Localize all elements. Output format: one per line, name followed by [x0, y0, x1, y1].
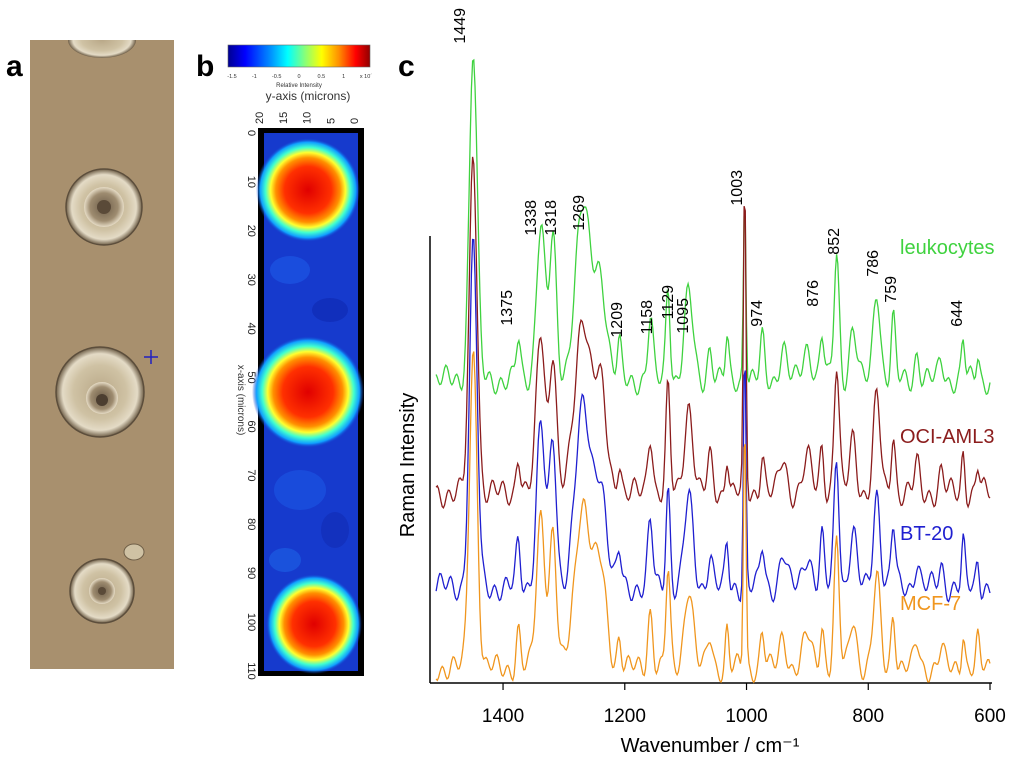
peak-label: 1129 — [660, 285, 677, 320]
series-label: MCF-7 — [900, 593, 961, 615]
colorbar-tick-label: 1 — [342, 74, 345, 80]
cell-1 — [65, 168, 143, 246]
peak-label: 876 — [805, 280, 822, 307]
raman-map-panel: -1.5 -1 -0.5 0 0.5 1 x 10´ Relative Intensity … — [227, 44, 372, 680]
series-label: leukocytes — [900, 237, 995, 259]
x-tick-label: 1000 — [725, 706, 767, 727]
map-x-tick-label: 110 — [245, 662, 257, 680]
map-x-tick-label: 0 — [245, 130, 257, 136]
map-image — [252, 133, 364, 674]
map-y-tick-label: 10 — [302, 112, 314, 124]
y-axis-label: Raman Intensity — [397, 393, 419, 538]
map-x-tick-label: 90 — [245, 567, 257, 579]
spectrum-line-2 — [435, 238, 991, 603]
x-tick-label: 1400 — [482, 706, 524, 727]
x-tick-label: 800 — [852, 706, 884, 727]
series-label: OCI-AML3 — [900, 426, 994, 448]
map-x-tick-label: 100 — [245, 613, 257, 631]
peak-label: 1003 — [729, 170, 746, 206]
panel-label-c: c — [398, 50, 415, 83]
hotspot-3 — [266, 574, 362, 674]
map-y-axis-label: y-axis (microns) — [266, 89, 351, 103]
map-x-tick-label: 60 — [245, 420, 257, 432]
peak-label: 786 — [865, 250, 882, 277]
peak-label: 1318 — [543, 200, 560, 236]
map-x-tick-label: 70 — [245, 469, 257, 481]
panel-label-b: b — [196, 50, 215, 83]
peak-label: 1338 — [523, 200, 540, 236]
map-x-tick-label: 80 — [245, 518, 257, 530]
peak-label: 759 — [883, 276, 900, 303]
peak-label: 1209 — [609, 302, 626, 338]
peak-label: 974 — [749, 300, 766, 327]
cell-3 — [69, 543, 145, 624]
colorbar-tick-label: -1.5 — [227, 74, 236, 80]
map-y-tick-label: 20 — [254, 112, 266, 124]
x-axis-label: Wavenumber / cm⁻¹ — [621, 735, 800, 757]
hotspot-2 — [252, 336, 364, 448]
map-y-tick-label: 15 — [278, 112, 290, 124]
x-tick-label: 600 — [974, 706, 1006, 727]
peak-label: 1375 — [499, 290, 516, 326]
peak-label: 1095 — [675, 298, 692, 334]
map-y-tick-label: 5 — [325, 118, 337, 124]
raman-spectra-chart: 1400 1200 1000 800 600 1449 1375 1338 1318 1269 1… — [397, 8, 1006, 757]
spectrum-line-0 — [435, 58, 991, 396]
x-tick-label: 1200 — [604, 706, 646, 727]
colorbar: -1.5 -1 -0.5 0 0.5 1 x 10´ Relative Intensity — [227, 44, 372, 89]
hotspot-1 — [256, 138, 360, 242]
map-x-axis-label: x-axis (microns) — [235, 365, 246, 436]
peak-label: 852 — [826, 228, 843, 255]
peak-label: 1158 — [639, 300, 656, 335]
crosshair-marker — [144, 350, 158, 364]
peak-label: 644 — [949, 300, 966, 327]
map-x-tick-label: 40 — [245, 323, 257, 335]
series-label: BT-20 — [900, 523, 953, 545]
colorbar-tick-label: 0.5 — [318, 74, 326, 80]
colorbar-label: Relative Intensity — [276, 83, 322, 89]
map-x-tick-label: 30 — [245, 274, 257, 286]
map-y-tick-label: 0 — [349, 118, 361, 124]
micrograph-panel — [30, 40, 174, 669]
map-x-tick-label: 10 — [245, 176, 257, 188]
colorbar-tick-label: x 10´ — [360, 74, 372, 80]
cell-partial-top — [68, 40, 136, 58]
peak-label: 1449 — [452, 8, 469, 44]
colorbar-tick-label: -0.5 — [272, 74, 281, 80]
colorbar-tick-label: -1 — [252, 74, 257, 80]
spectrum-line-3 — [435, 351, 991, 684]
map-x-tick-label: 20 — [245, 225, 257, 237]
spectrum-line-1 — [435, 156, 991, 510]
peak-label: 1269 — [571, 195, 588, 231]
colorbar-tick-label: 0 — [297, 74, 300, 80]
panel-label-a: a — [6, 50, 23, 83]
cell-2 — [55, 346, 145, 438]
